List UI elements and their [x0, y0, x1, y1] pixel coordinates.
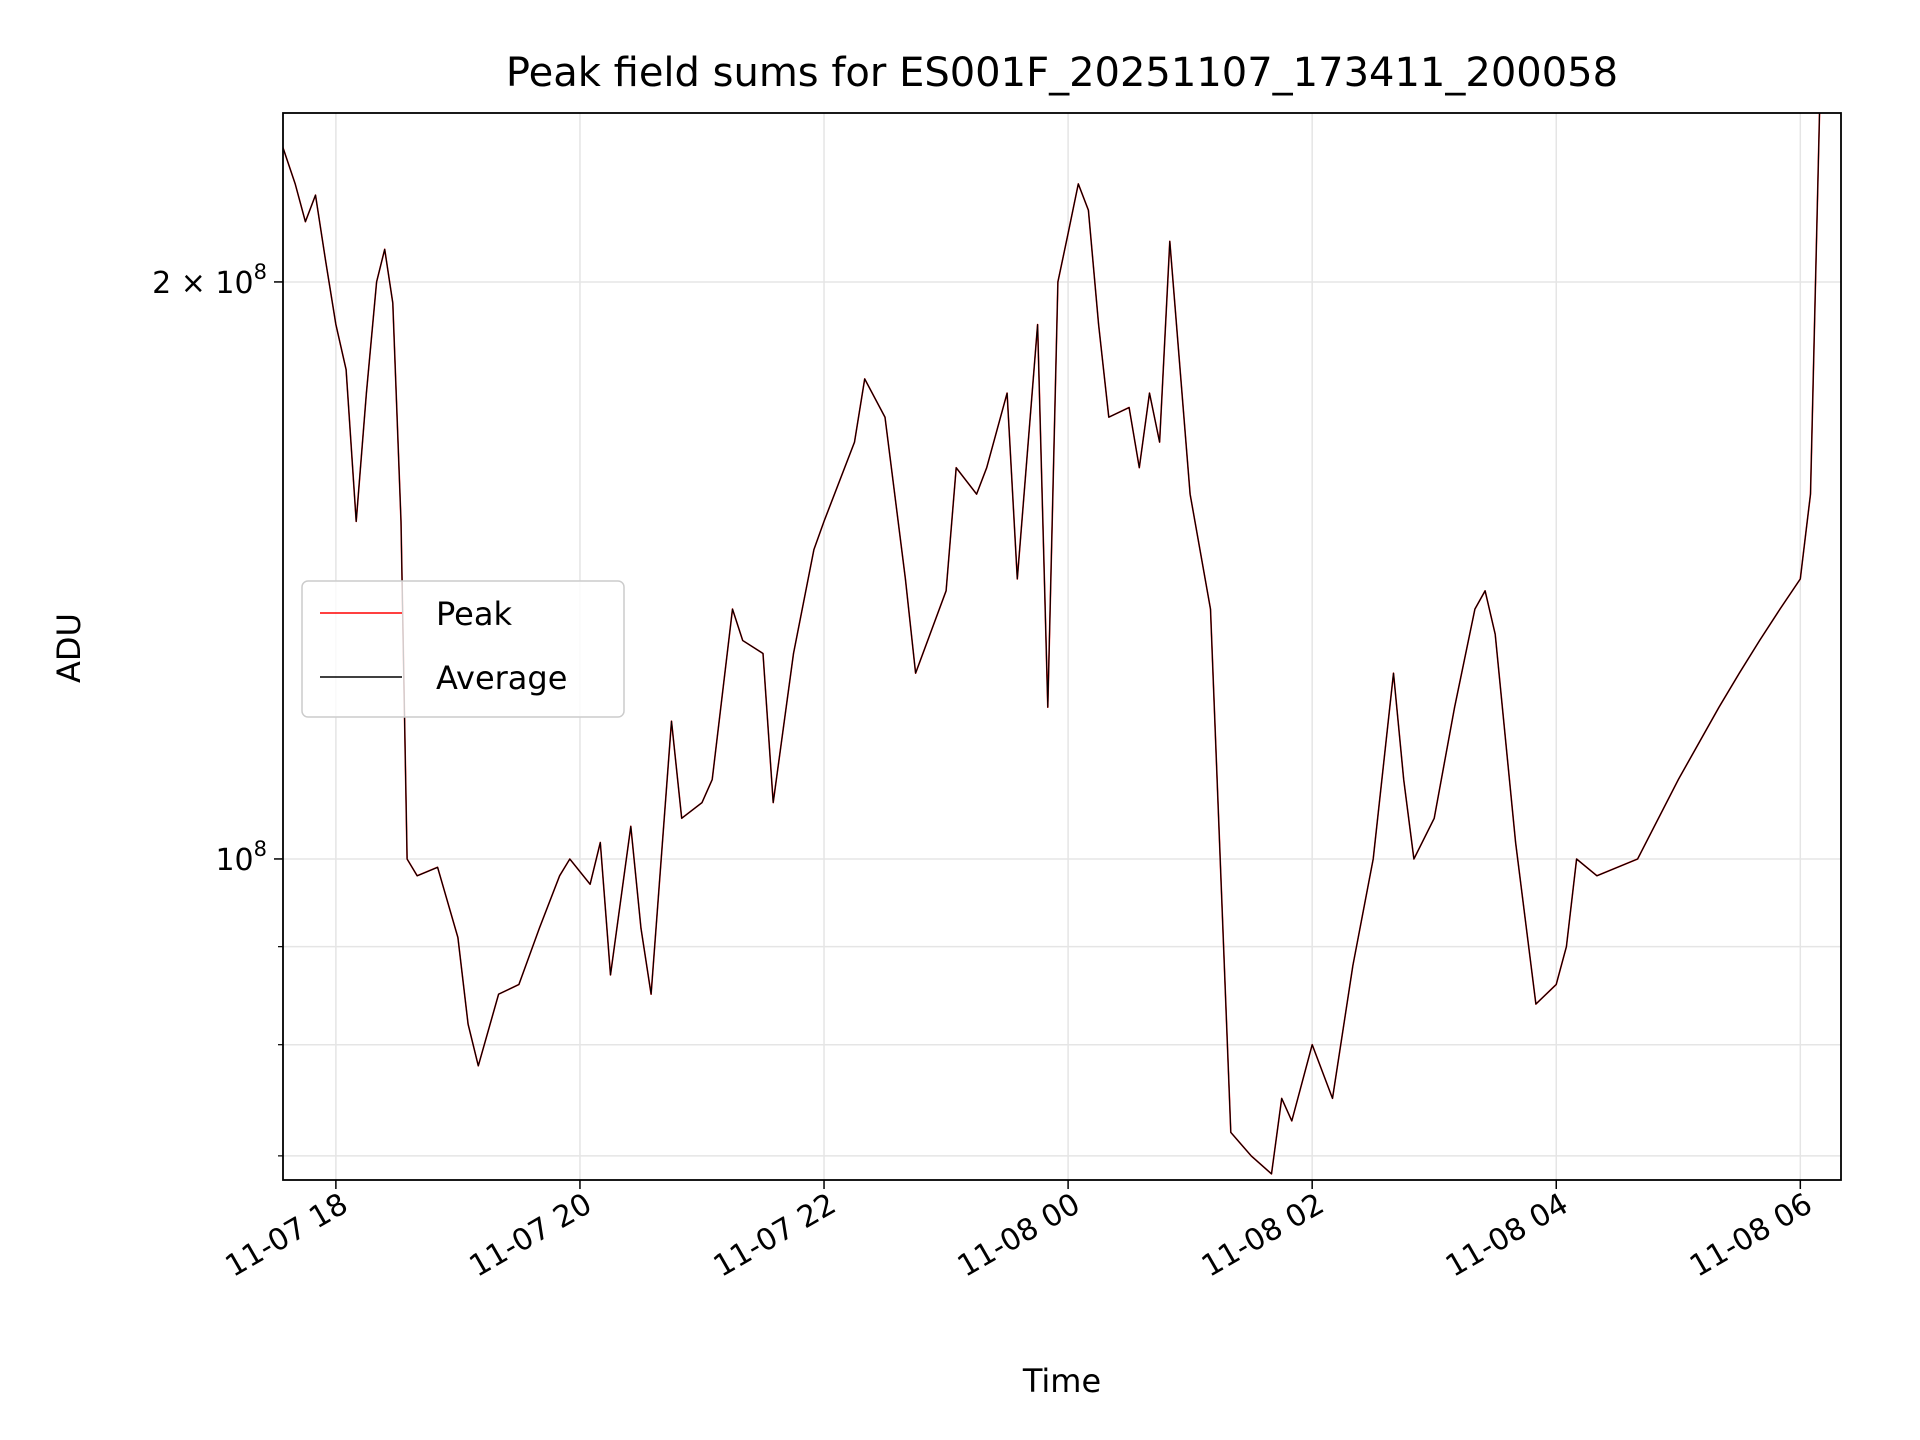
y-tick-label: 2 × 108: [152, 260, 267, 301]
y-tick-label: 108: [215, 837, 267, 878]
legend-box: [301, 580, 625, 718]
plot-frame: [282, 112, 1842, 1181]
y-axis-label: ADU: [50, 613, 88, 683]
legend: Peak Average: [301, 580, 625, 718]
y-axis: 108 2 × 108: [152, 260, 283, 1157]
chart-title: Peak field sums for ES001F_20251107_1734…: [506, 50, 1618, 96]
series-layer: [283, 113, 1821, 1175]
series-line-average: [283, 113, 1821, 1175]
legend-average-label: Average: [436, 659, 567, 697]
x-axis-label: Time: [1022, 1362, 1101, 1400]
legend-peak-label: Peak: [436, 595, 512, 633]
